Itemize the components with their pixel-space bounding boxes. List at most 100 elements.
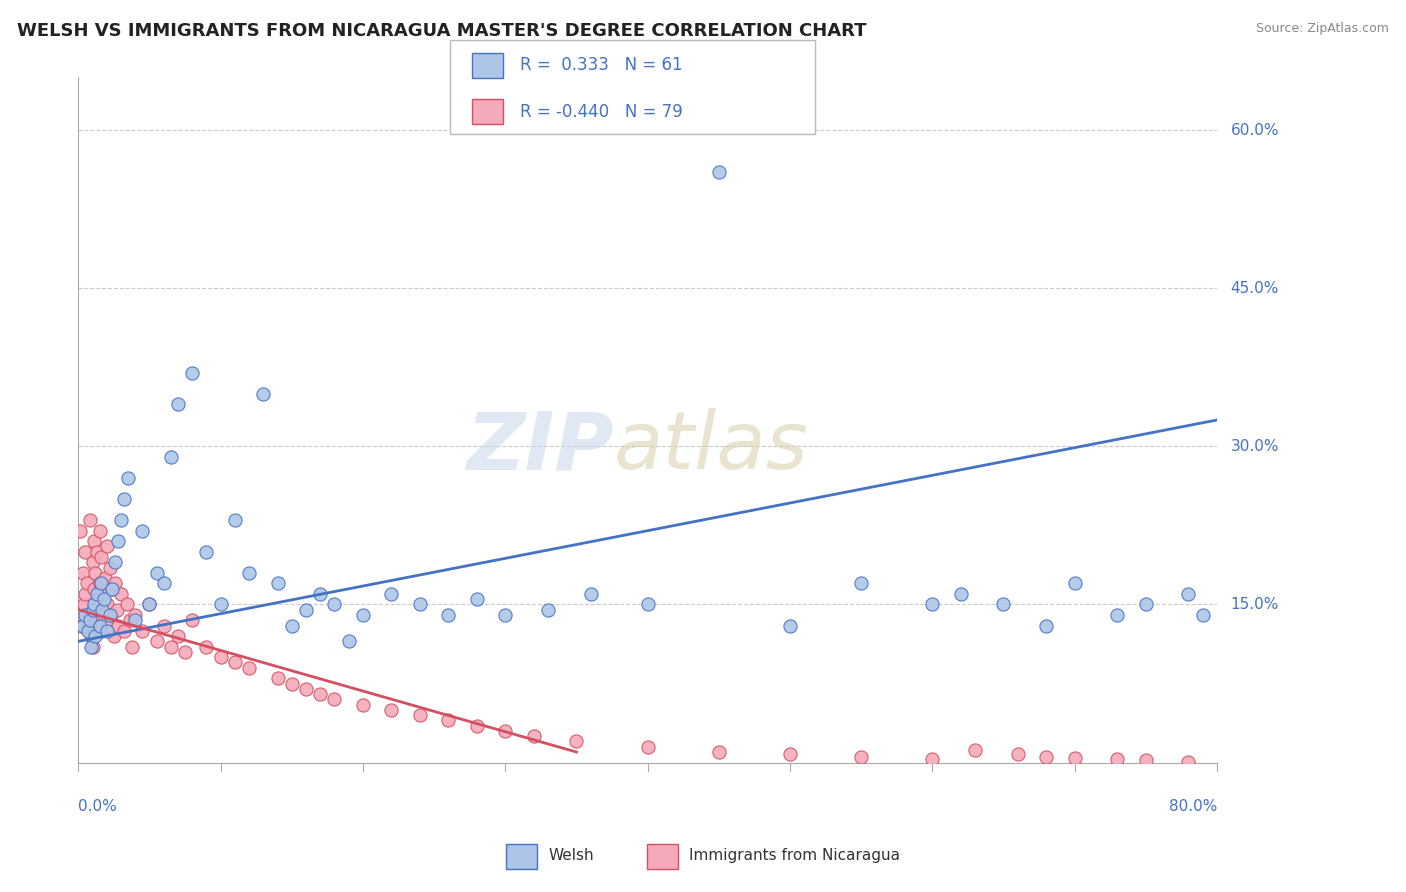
Point — [167, 629, 190, 643]
Point — [238, 661, 260, 675]
Point — [1107, 607, 1129, 622]
Text: Welsh: Welsh — [548, 848, 593, 863]
Point — [145, 566, 167, 580]
Point — [80, 629, 103, 643]
Point — [494, 723, 516, 738]
Point — [437, 607, 460, 622]
Point — [849, 750, 872, 764]
Point — [138, 598, 160, 612]
Point — [101, 582, 124, 596]
Point — [309, 687, 332, 701]
Point — [75, 545, 97, 559]
Point — [152, 618, 174, 632]
Point — [1063, 751, 1085, 765]
Point — [89, 618, 111, 632]
Point — [224, 656, 246, 670]
Point — [121, 640, 143, 654]
Point — [224, 513, 246, 527]
Point — [115, 598, 138, 612]
Point — [1107, 752, 1129, 766]
Point — [1063, 576, 1085, 591]
Point — [98, 607, 121, 622]
Point — [337, 634, 360, 648]
Point — [181, 613, 204, 627]
Point — [437, 714, 460, 728]
Point — [1135, 754, 1157, 768]
Point — [352, 698, 374, 712]
Point — [90, 549, 112, 564]
Point — [82, 640, 104, 654]
Point — [124, 607, 146, 622]
Point — [281, 618, 304, 632]
Point — [1191, 607, 1213, 622]
Point — [86, 587, 108, 601]
Point — [963, 743, 986, 757]
Text: 0.0%: 0.0% — [79, 799, 117, 814]
Point — [921, 598, 943, 612]
Point — [86, 545, 108, 559]
Point — [993, 598, 1015, 612]
Point — [87, 592, 110, 607]
Point — [159, 640, 181, 654]
Point — [1177, 587, 1199, 601]
Point — [96, 540, 118, 554]
Point — [104, 555, 127, 569]
Point — [69, 524, 91, 538]
Point — [409, 598, 432, 612]
Point — [159, 450, 181, 464]
Point — [145, 634, 167, 648]
Point — [80, 640, 103, 654]
Point — [100, 607, 122, 622]
Point — [124, 613, 146, 627]
Text: atlas: atlas — [613, 409, 808, 486]
Point — [84, 629, 107, 643]
Point — [266, 576, 288, 591]
Point — [90, 576, 112, 591]
Point — [89, 524, 111, 538]
Point — [921, 752, 943, 766]
Text: WELSH VS IMMIGRANTS FROM NICARAGUA MASTER'S DEGREE CORRELATION CHART: WELSH VS IMMIGRANTS FROM NICARAGUA MASTE… — [17, 22, 866, 40]
Point — [117, 471, 139, 485]
Point — [323, 692, 346, 706]
Point — [82, 555, 104, 569]
Point — [79, 613, 101, 627]
Point — [82, 603, 104, 617]
Point — [707, 165, 730, 179]
Point — [195, 545, 218, 559]
Point — [83, 582, 105, 596]
Point — [138, 598, 160, 612]
Point — [152, 576, 174, 591]
Text: 45.0%: 45.0% — [1230, 281, 1279, 296]
Point — [295, 603, 318, 617]
Text: 60.0%: 60.0% — [1230, 122, 1279, 137]
Point — [97, 613, 120, 627]
Text: Immigrants from Nicaragua: Immigrants from Nicaragua — [689, 848, 900, 863]
Point — [112, 624, 135, 638]
Point — [94, 571, 117, 585]
Point — [98, 560, 121, 574]
Point — [76, 576, 98, 591]
Point — [181, 366, 204, 380]
Point — [1007, 747, 1029, 761]
Point — [380, 703, 402, 717]
Point — [77, 624, 100, 638]
Point — [195, 640, 218, 654]
Point — [96, 598, 118, 612]
Point — [949, 587, 972, 601]
Point — [523, 729, 546, 743]
Point — [131, 624, 153, 638]
Point — [174, 645, 197, 659]
Point — [105, 603, 128, 617]
Point — [465, 592, 488, 607]
Point — [86, 618, 108, 632]
Text: 15.0%: 15.0% — [1230, 597, 1279, 612]
Point — [91, 603, 114, 617]
Point — [537, 603, 560, 617]
Point — [565, 734, 588, 748]
Point — [107, 534, 129, 549]
Point — [849, 576, 872, 591]
Point — [209, 598, 232, 612]
Point — [70, 618, 93, 632]
Point — [101, 582, 124, 596]
Point — [323, 598, 346, 612]
